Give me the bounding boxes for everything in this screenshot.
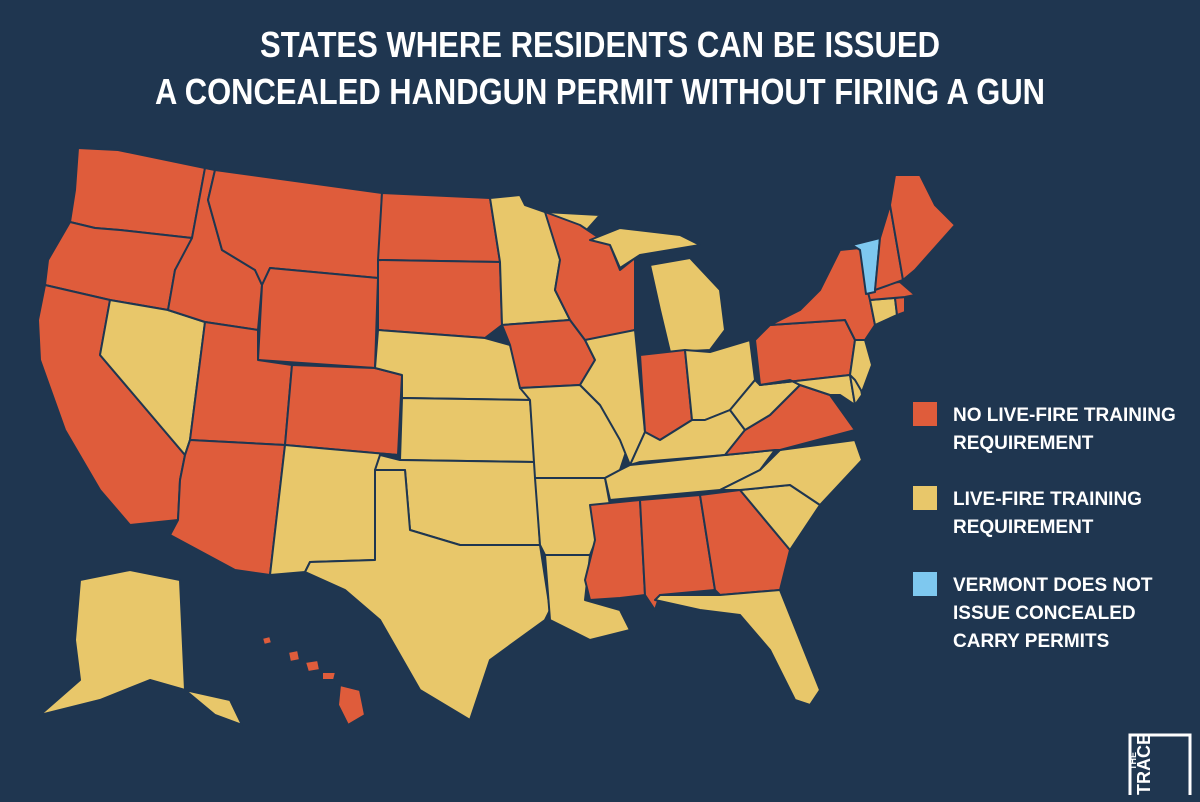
legend-label: REQUIREMENT (953, 433, 1094, 454)
state (321, 671, 337, 681)
state (377, 192, 501, 263)
legend-label: LIVE-FIRE TRAINING (953, 489, 1142, 510)
state (337, 684, 366, 726)
state (287, 649, 301, 663)
state (399, 397, 536, 463)
state (719, 439, 863, 506)
state (584, 499, 646, 601)
legend-swatch (913, 402, 937, 426)
state (304, 659, 321, 673)
state (589, 227, 701, 269)
state (889, 174, 956, 281)
legend-swatch (913, 572, 937, 596)
logo-frame (1128, 733, 1192, 795)
state (304, 469, 551, 721)
logo-large: TRACE (1134, 733, 1154, 795)
us-map (37, 147, 956, 726)
state (377, 259, 503, 339)
legend-label: VERMONT DOES NOT (953, 575, 1153, 596)
state (261, 635, 273, 646)
legend-label: REQUIREMENT (953, 517, 1094, 538)
logo: THE TRACE (1128, 733, 1192, 795)
legend-label: CARRY PERMITS (953, 631, 1109, 652)
legend-swatch (913, 486, 937, 510)
state (851, 237, 881, 295)
state (39, 569, 243, 726)
state (649, 257, 726, 353)
legend-label: ISSUE CONCEALED (953, 603, 1136, 624)
state (257, 267, 379, 369)
state (284, 364, 403, 456)
state (579, 329, 646, 466)
state (654, 589, 821, 706)
legend-label: NO LIVE-FIRE TRAINING (953, 405, 1176, 426)
title-line: A CONCEALED HANDGUN PERMIT WITHOUT FIRIN… (155, 71, 1045, 112)
legend: NO LIVE-FIRE TRAINING REQUIREMENT LIVE-FIR… (913, 402, 1176, 652)
title-line: STATES WHERE RESIDENTS CAN BE ISSUED (260, 24, 940, 65)
state (849, 339, 873, 393)
logo-small: THE (1128, 752, 1138, 770)
state (894, 296, 906, 316)
